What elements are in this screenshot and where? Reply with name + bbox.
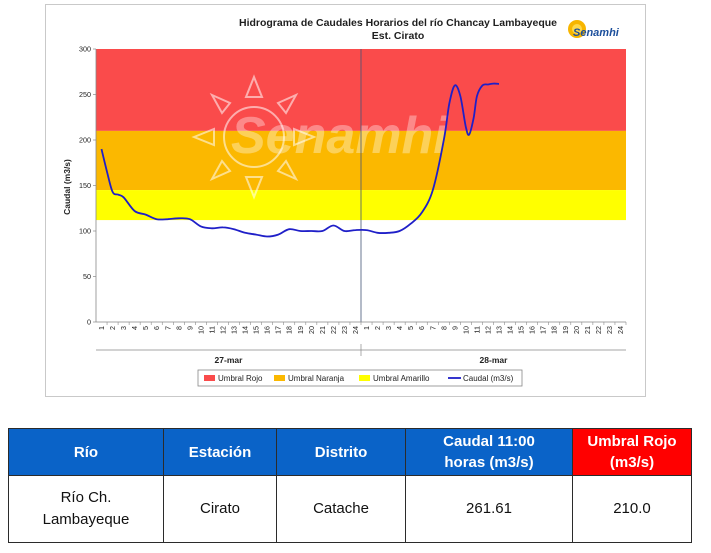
watermark: Senamhi: [191, 74, 449, 200]
x-tick-label: 1: [362, 326, 371, 330]
x-tick-label: 23: [340, 326, 349, 334]
legend-swatch: [359, 375, 370, 381]
y-tick-label: 0: [87, 318, 91, 327]
y-tick-label: 150: [79, 181, 91, 190]
x-tick-label: 8: [439, 326, 448, 330]
x-tick-label: 2: [108, 326, 117, 330]
watermark-sun-icon: [191, 74, 317, 200]
x-tick-label: 13: [495, 326, 504, 334]
header-umbral-rojo: Umbral Rojo (m3/s): [572, 428, 692, 476]
legend-swatch: [274, 375, 285, 381]
header-rio: Río: [8, 428, 164, 476]
x-tick-label: 10: [461, 326, 470, 334]
x-tick-label: 22: [594, 326, 603, 334]
x-tick-label: 21: [583, 326, 592, 334]
x-tick-label: 18: [550, 326, 559, 334]
x-tick-label: 19: [296, 326, 305, 334]
y-tick-label: 100: [79, 227, 91, 236]
header-distrito: Distrito: [276, 428, 406, 476]
x-tick-label: 17: [274, 326, 283, 334]
x-tick-label: 15: [517, 326, 526, 334]
x-tick-label: 5: [141, 326, 150, 330]
x-tick-label: 16: [263, 326, 272, 334]
x-tick-label: 11: [472, 326, 481, 333]
legend-label: Umbral Amarillo: [373, 374, 430, 383]
x-tick-label: 21: [318, 326, 327, 334]
table-row: Río Ch. Lambayeque Cirato Catache 261.61 …: [8, 475, 692, 543]
legend: Umbral Rojo Umbral Naranja Umbral Amarillo…: [197, 369, 523, 387]
x-group-label: 28-mar: [480, 355, 509, 365]
chart-svg: Hidrograma de Caudales Horarios del río …: [62, 17, 627, 387]
header-caudal: Caudal 11:00 horas (m3/s): [405, 428, 573, 476]
station-table: Río Estación Distrito Caudal 11:00 horas …: [8, 428, 692, 543]
x-tick-label: 9: [185, 326, 194, 330]
x-tick-label: 24: [351, 326, 360, 334]
x-tick-label: 22: [329, 326, 338, 334]
x-tick-label: 16: [528, 326, 537, 334]
header-caudal-line1: Caudal 11:00: [443, 433, 535, 450]
x-tick-label: 24: [616, 326, 625, 334]
x-tick-label: 19: [561, 326, 570, 334]
watermark-text: Senamhi: [231, 107, 449, 165]
x-tick-label: 17: [539, 326, 548, 334]
x-tick-label: 8: [174, 326, 183, 330]
x-tick-label: 3: [119, 326, 128, 330]
x-tick-label: 4: [395, 326, 404, 330]
cell-estacion: Cirato: [163, 475, 277, 543]
x-tick-label: 20: [307, 326, 316, 334]
legend-label: Umbral Rojo: [218, 374, 263, 383]
x-tick-label: 7: [163, 326, 172, 330]
x-tick-label: 14: [241, 326, 250, 334]
x-tick-label: 4: [130, 326, 139, 330]
legend-swatch: [204, 375, 215, 381]
hydrograph-chart: Hidrograma de Caudales Horarios del río …: [45, 4, 646, 397]
cell-rio: Río Ch. Lambayeque: [8, 475, 164, 543]
header-caudal-line2: horas (m3/s): [444, 454, 534, 471]
cell-rio-line2: Lambayeque: [42, 511, 130, 528]
y-tick-label: 250: [79, 90, 91, 99]
y-tick-label: 300: [79, 45, 91, 54]
series-line-caudal: [100, 82, 500, 238]
chart-subtitle: Est. Cirato: [372, 30, 425, 42]
logo-text: Senamhi: [573, 27, 620, 39]
cell-distrito: Catache: [276, 475, 406, 543]
header-distrito-label: Distrito: [314, 443, 368, 461]
x-tick-label: 18: [285, 326, 294, 334]
cell-caudal: 261.61: [405, 475, 573, 543]
x-tick-label: 1: [97, 326, 106, 330]
x-tick-label: 7: [428, 326, 437, 330]
senamhi-logo: Senamhi: [568, 20, 620, 39]
x-group-label: 27-mar: [215, 355, 244, 365]
x-tick-label: 15: [252, 326, 261, 334]
header-estacion-label: Estación: [188, 443, 252, 461]
y-tick-label: 200: [79, 136, 91, 145]
x-tick-label: 10: [196, 326, 205, 334]
y-axis-title: Caudal (m3/s): [62, 159, 72, 215]
x-tick-label: 11: [207, 326, 216, 333]
x-tick-label: 12: [218, 326, 227, 334]
legend-label: Caudal (m3/s): [463, 374, 514, 383]
header-rio-label: Río: [73, 443, 99, 461]
table-header-row: Río Estación Distrito Caudal 11:00 horas …: [8, 428, 692, 476]
header-umbral-line2: (m3/s): [609, 454, 655, 471]
x-tick-label: 14: [506, 326, 515, 334]
cell-rio-line1: Río Ch.: [60, 489, 112, 506]
x-tick-label: 12: [483, 326, 492, 334]
x-tick-label: 3: [384, 326, 393, 330]
x-tick-label: 6: [417, 326, 426, 330]
header-umbral-line1: Umbral Rojo: [587, 433, 677, 450]
chart-title: Hidrograma de Caudales Horarios del río …: [239, 17, 557, 29]
x-tick-label: 2: [373, 326, 382, 330]
cell-umbral: 210.0: [572, 475, 692, 543]
x-tick-label: 20: [572, 326, 581, 334]
sun-icon: [568, 20, 586, 38]
x-tick-label: 6: [152, 326, 161, 330]
y-tick-label: 50: [83, 272, 91, 281]
x-tick-label: 13: [230, 326, 239, 334]
header-estacion: Estación: [163, 428, 277, 476]
x-tick-label: 9: [450, 326, 459, 330]
x-tick-label: 5: [406, 326, 415, 330]
x-tick-label: 23: [605, 326, 614, 334]
legend-label: Umbral Naranja: [288, 374, 345, 383]
